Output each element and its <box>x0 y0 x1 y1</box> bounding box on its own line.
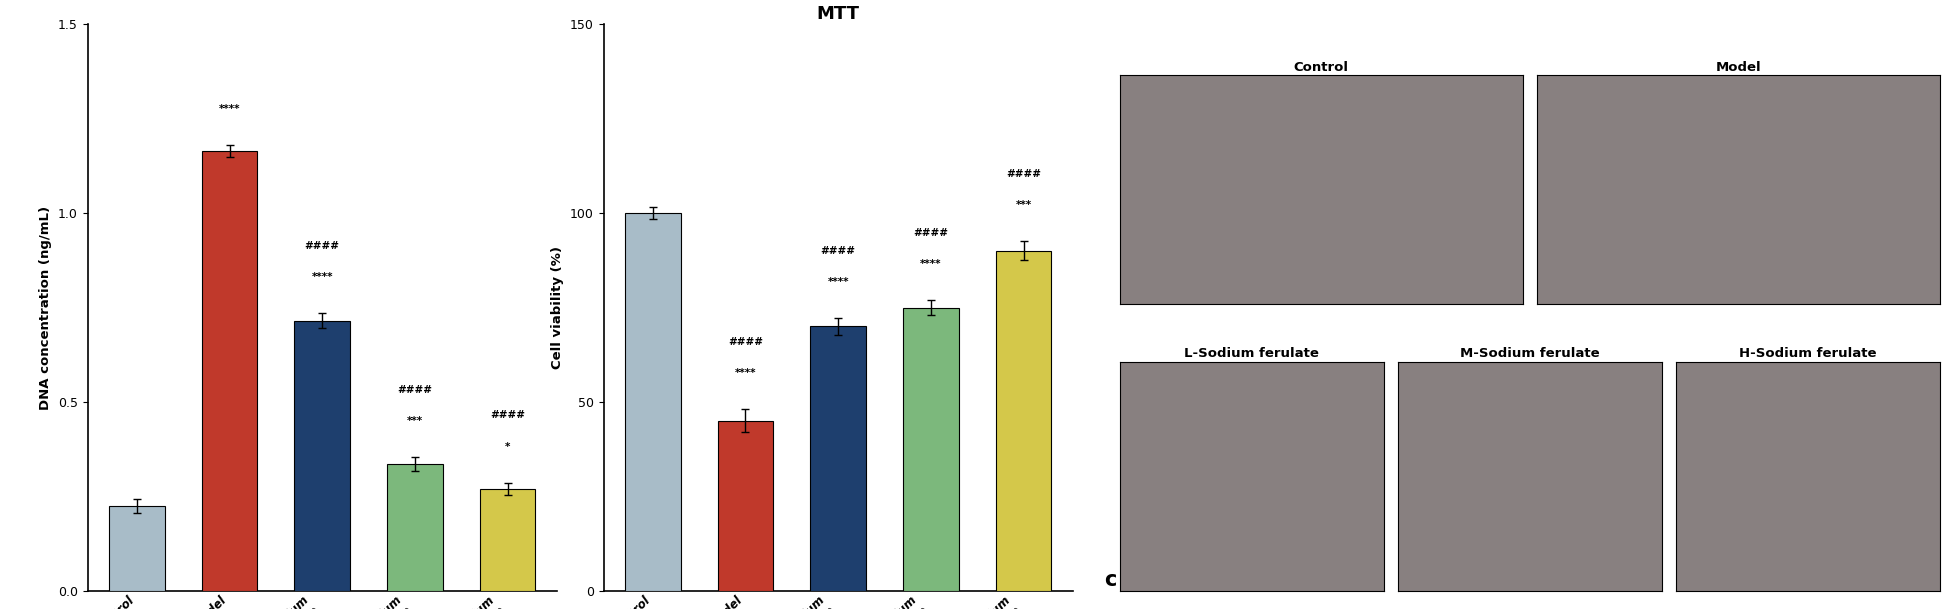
Text: ####: #### <box>821 246 856 256</box>
Bar <box>294 321 351 591</box>
Title: M-Sodium ferulate: M-Sodium ferulate <box>1461 347 1599 361</box>
Bar <box>388 464 443 591</box>
Text: ****: **** <box>312 272 333 282</box>
Text: ####: #### <box>398 385 433 395</box>
Bar <box>201 151 257 591</box>
Bar <box>903 308 959 591</box>
Text: ####: #### <box>913 228 948 238</box>
Bar <box>624 213 681 591</box>
Text: ****: **** <box>827 277 848 287</box>
Text: ****: **** <box>735 368 757 378</box>
Text: ***: *** <box>408 417 423 426</box>
Text: ####: #### <box>304 241 339 251</box>
Bar <box>718 421 774 591</box>
Title: MTT: MTT <box>817 5 860 23</box>
Text: ****: **** <box>920 259 942 269</box>
Text: c: c <box>1104 569 1115 590</box>
Bar <box>109 505 164 591</box>
Bar <box>996 251 1051 591</box>
Bar <box>811 326 866 591</box>
Text: *: * <box>505 442 511 452</box>
Y-axis label: DNA concentration (ng/mL): DNA concentration (ng/mL) <box>39 205 53 410</box>
Title: Model: Model <box>1716 60 1761 74</box>
Text: ####: #### <box>1006 169 1041 179</box>
Title: Control: Control <box>1293 60 1349 74</box>
Text: ####: #### <box>727 337 762 347</box>
Text: ***: *** <box>1016 200 1032 210</box>
Text: ####: #### <box>489 410 525 420</box>
Y-axis label: Cell viability (%): Cell viability (%) <box>552 246 564 369</box>
Title: H-Sodium ferulate: H-Sodium ferulate <box>1739 347 1876 361</box>
Title: L-Sodium ferulate: L-Sodium ferulate <box>1184 347 1320 361</box>
Bar <box>480 489 536 591</box>
Text: ****: **** <box>218 104 240 114</box>
